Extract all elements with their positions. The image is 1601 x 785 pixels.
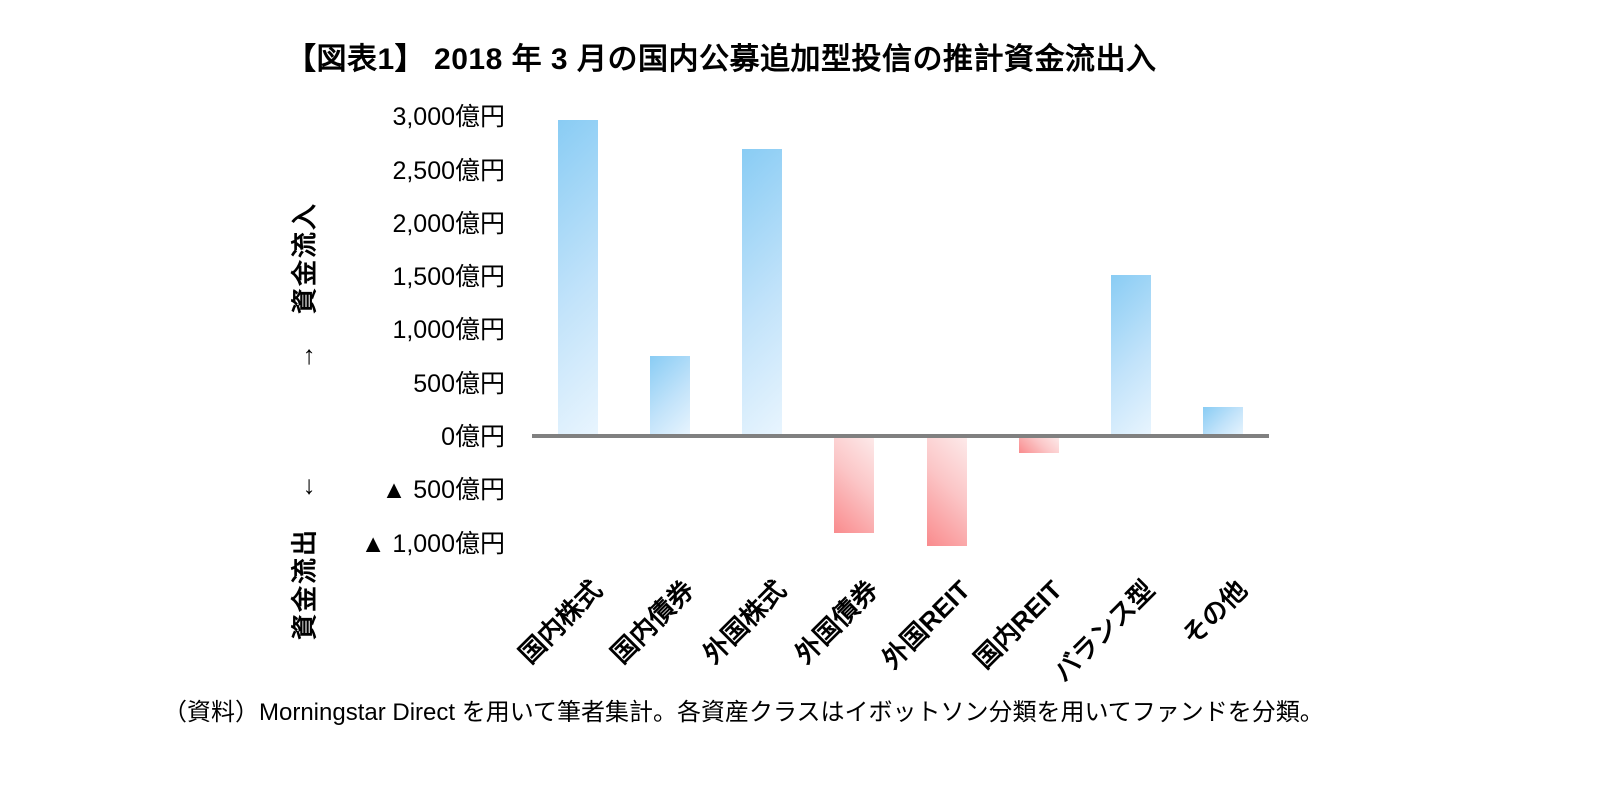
bar [834,437,875,533]
y-axis-tick-label: 2,000億円 [392,209,505,238]
bar [650,355,691,437]
bar [1018,437,1059,453]
y-axis-tick-label: 0億円 [441,423,505,451]
x-axis-category-label: 外国株式 [697,574,793,670]
x-axis-category-label: 国内株式 [513,574,608,670]
y-axis-tick-label: ▲ 500億円 [381,476,505,505]
bar [1202,407,1243,437]
chart-title: 【図表1】 2018 年 3 月の国内公募追加型投信の推計資金流出入 [286,43,1157,76]
y-axis-tick-label: ▲ 1,000億円 [360,529,505,558]
y-axis-tick-label: 500億円 [413,369,505,398]
zero-axis-line [532,434,1269,438]
bar [926,437,967,546]
source-note: （資料）Morningstar Direct を用いて筆者集計。各資産クラスはイ… [163,699,1324,726]
x-axis-category-label: 外国債券 [789,574,885,670]
bar [1110,274,1151,437]
x-axis-category-label: その他 [1176,574,1253,651]
y-axis-tick-label: 3,000億円 [392,103,505,132]
x-axis-category-label: 国内債券 [605,574,700,670]
y-axis-tick-label: 1,000億円 [392,316,505,345]
bar [558,120,599,437]
y-axis-tick-label: 2,500億円 [392,156,505,185]
y-axis-tick-label: 1,500億円 [392,263,505,292]
x-axis-category-label: 外国REIT [876,574,977,675]
x-axis-category-label: バランス型 [1047,574,1161,688]
bar [742,149,783,437]
